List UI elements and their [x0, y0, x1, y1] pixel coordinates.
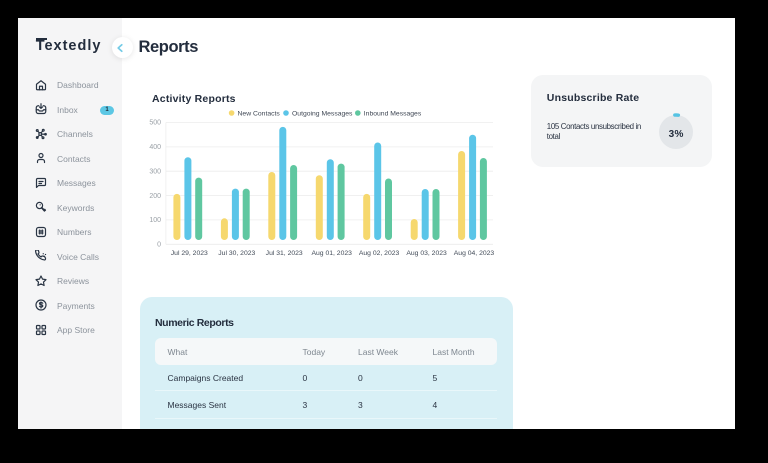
svg-text:Aug 02, 2023: Aug 02, 2023: [359, 250, 400, 257]
svg-text:Jul 31, 2023: Jul 31, 2023: [266, 250, 303, 257]
svg-text:Aug 01, 2023: Aug 01, 2023: [311, 250, 352, 257]
svg-text:New Contacts: New Contacts: [238, 110, 281, 117]
svg-text:400: 400: [149, 144, 161, 151]
svg-text:200: 200: [149, 193, 161, 200]
svg-text:300: 300: [149, 168, 161, 175]
svg-text:Aug 04, 2023: Aug 04, 2023: [454, 250, 495, 257]
svg-text:500: 500: [149, 120, 161, 127]
svg-text:Jul 29, 2023: Jul 29, 2023: [171, 250, 208, 257]
svg-text:Outgoing Messages: Outgoing Messages: [292, 110, 353, 117]
svg-text:Jul 30, 2023: Jul 30, 2023: [218, 250, 255, 257]
svg-text:Aug 03, 2023: Aug 03, 2023: [406, 250, 447, 257]
svg-text:100: 100: [149, 217, 161, 224]
svg-text:0: 0: [157, 242, 161, 249]
svg-text:3%: 3%: [668, 129, 683, 140]
svg-text:Inbound Messages: Inbound Messages: [364, 110, 422, 117]
